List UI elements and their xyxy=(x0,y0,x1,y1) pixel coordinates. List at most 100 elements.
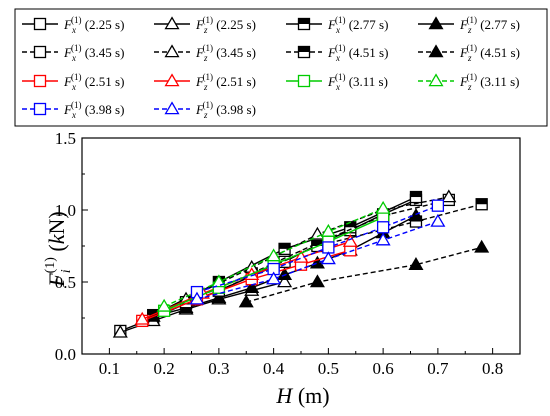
legend-symbol: F xyxy=(327,74,337,89)
legend-superscript: (1) xyxy=(202,72,213,82)
legend-time: (2.25 s) xyxy=(81,17,124,32)
legend-item: Fz(1) (3.98 s) xyxy=(154,100,256,120)
triangle-marker xyxy=(189,291,205,305)
square-marker xyxy=(33,45,47,59)
triangle-marker xyxy=(428,73,444,87)
series-1 xyxy=(112,274,293,338)
x-axis-title: H (m) xyxy=(275,383,329,408)
x-tick-label: 0.1 xyxy=(99,359,120,378)
legend-label: Fx(1) (2.51 s) xyxy=(63,72,124,92)
legend-symbol: F xyxy=(195,17,205,32)
y-axis-title-subscript: i xyxy=(59,269,74,273)
series-layer xyxy=(112,189,490,338)
legend-time: (2.51 s) xyxy=(213,74,256,89)
x-tick-label: 0.5 xyxy=(318,359,339,378)
legend-subscript: z xyxy=(467,82,472,92)
legend-item: Fx(1) (3.11 s) xyxy=(286,72,388,92)
triangle-marker xyxy=(164,73,180,87)
legend-subscript: z xyxy=(203,82,208,92)
x-tick-label: 0.4 xyxy=(263,359,285,378)
square-marker xyxy=(33,102,47,116)
y-tick-label: 0.5 xyxy=(55,273,76,292)
x-tick-label: 0.3 xyxy=(208,359,229,378)
square-marker xyxy=(431,199,445,212)
triangle-marker xyxy=(428,16,444,30)
triangle-marker xyxy=(342,234,358,247)
triangle-marker xyxy=(309,226,325,240)
square-marker xyxy=(409,215,423,228)
triangle-marker xyxy=(441,189,457,203)
legend-time: (3.45 s) xyxy=(81,45,124,60)
square-marker xyxy=(33,17,47,31)
legend-time: (2.77 s) xyxy=(477,17,520,32)
legend-label: Fz(1) (3.45 s) xyxy=(195,43,256,63)
square-marker xyxy=(409,190,423,204)
triangle-marker xyxy=(309,274,325,288)
y-tick-label: 0.0 xyxy=(55,345,76,364)
x-axis-title-symbol: H xyxy=(275,383,293,408)
x-tick-label: 0.8 xyxy=(482,359,503,378)
legend-label: Fz(1) (4.51 s) xyxy=(459,43,520,63)
triangle-marker xyxy=(112,324,128,338)
legend-time: (3.11 s) xyxy=(477,74,520,89)
series-line xyxy=(218,203,482,292)
legend-symbol: F xyxy=(459,17,469,32)
triangle-marker xyxy=(244,280,260,294)
legend-label: Fx(1) (2.77 s) xyxy=(327,15,388,35)
legend-subscript: z xyxy=(467,25,472,35)
legend-symbol: F xyxy=(327,17,337,32)
legend-item: Fx(1) (3.98 s) xyxy=(22,100,124,120)
legend-superscript: (1) xyxy=(466,72,477,82)
triangle-marker xyxy=(164,101,180,115)
triangle-marker xyxy=(320,251,336,265)
triangle-marker xyxy=(134,311,150,325)
y-axis-title-superscript: (1) xyxy=(43,257,58,274)
legend-time: (4.51 s) xyxy=(477,45,520,60)
legend-symbol: F xyxy=(63,17,73,32)
x-tick-label: 0.7 xyxy=(427,359,449,378)
legend-item: Fz(1) (3.11 s) xyxy=(418,72,519,92)
square-marker xyxy=(297,74,311,88)
square-marker xyxy=(376,221,390,234)
legend-time: (2.51 s) xyxy=(81,74,124,89)
legend-subscript: x xyxy=(71,25,76,35)
square-marker xyxy=(33,74,47,88)
triangle-marker xyxy=(156,298,172,312)
triangle-marker xyxy=(428,44,444,58)
triangle-marker xyxy=(430,213,446,227)
legend-superscript: (1) xyxy=(71,43,82,53)
legend-superscript: (1) xyxy=(466,43,477,53)
triangle-marker xyxy=(164,44,180,58)
triangle-marker xyxy=(238,294,254,308)
legend-subscript: z xyxy=(203,25,208,35)
legend-symbol: F xyxy=(459,74,469,89)
legend-superscript: (1) xyxy=(71,100,82,110)
legend-label: Fz(1) (3.98 s) xyxy=(195,100,256,120)
legend-superscript: (1) xyxy=(71,15,82,25)
legend-item: Fx(1) (2.77 s) xyxy=(286,15,388,35)
legend-superscript: (1) xyxy=(335,43,346,53)
triangle-marker xyxy=(408,257,424,270)
legend-symbol: F xyxy=(195,45,205,60)
series-13 xyxy=(189,213,446,305)
legend-item: Fx(1) (4.51 s) xyxy=(286,43,388,63)
series-7 xyxy=(238,239,490,308)
legend-superscript: (1) xyxy=(466,15,477,25)
triangle-marker xyxy=(164,16,180,30)
x-tick-label: 0.6 xyxy=(373,359,394,378)
y-axis-title: Fi(1) (kN) xyxy=(43,211,74,287)
legend-subscript: x xyxy=(71,82,76,92)
legend-time: (3.98 s) xyxy=(213,102,256,117)
legend-item: Fz(1) (2.77 s) xyxy=(418,15,520,35)
legend-subscript: x xyxy=(335,53,340,63)
legend-label: Fz(1) (3.11 s) xyxy=(459,72,519,92)
y-axis-title-unit-k: k xyxy=(44,233,69,244)
legend-superscript: (1) xyxy=(202,100,213,110)
legend-symbol: F xyxy=(195,102,205,117)
legend-time: (3.98 s) xyxy=(81,102,124,117)
legend-symbol: F xyxy=(195,74,205,89)
legend-time: (2.25 s) xyxy=(213,17,256,32)
triangle-marker xyxy=(211,290,227,304)
legend-symbol: F xyxy=(327,45,337,60)
legend-time: (2.77 s) xyxy=(345,17,388,32)
